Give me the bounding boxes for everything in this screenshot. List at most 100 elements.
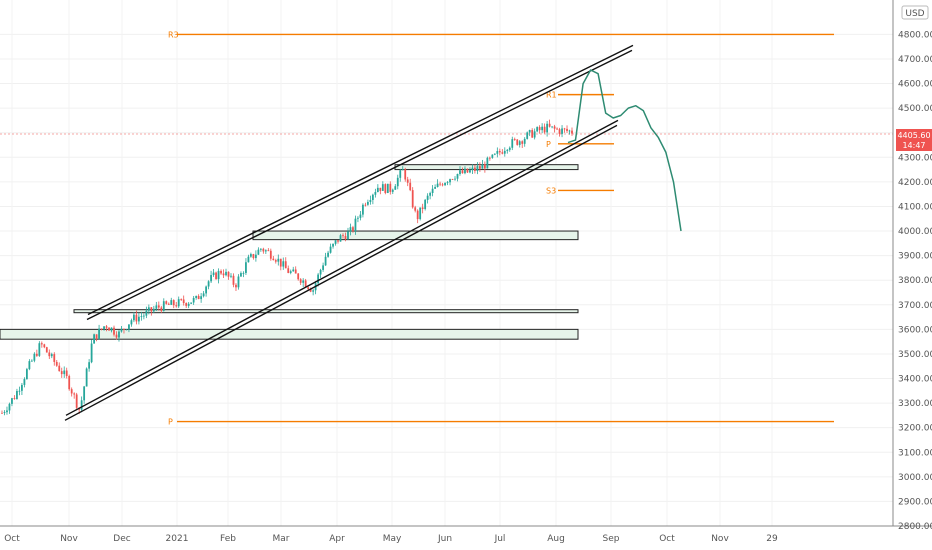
candle-body — [6, 410, 8, 413]
candle-body — [561, 128, 563, 134]
candle-body — [526, 132, 529, 139]
candle-body — [137, 316, 140, 322]
candle-body — [190, 302, 193, 304]
y-tick-label: 3100.00 — [898, 448, 932, 458]
candle-body — [319, 269, 322, 275]
candle-body — [83, 386, 86, 401]
candle-body — [125, 329, 128, 331]
x-tick-label: Nov — [711, 534, 729, 544]
candle-body — [409, 182, 412, 191]
candle-body — [541, 126, 544, 131]
candle-body — [461, 170, 464, 174]
candle-body — [235, 284, 237, 288]
candle-body — [30, 360, 33, 362]
candle-body — [63, 370, 66, 375]
candle-body — [332, 243, 334, 247]
candle-body — [292, 269, 295, 272]
candle-body — [105, 326, 108, 328]
candle-body — [25, 369, 28, 380]
zone-rect — [252, 230, 579, 241]
candle-body — [259, 248, 262, 250]
candle-body — [518, 141, 521, 145]
candle-body — [329, 246, 332, 253]
candle-body — [466, 168, 469, 173]
candle-body — [389, 183, 392, 192]
candle-body — [568, 130, 571, 132]
candle-body — [352, 227, 354, 232]
candle-body — [245, 262, 247, 273]
candle-body — [364, 204, 367, 206]
candle-body — [401, 169, 404, 171]
candle-body — [406, 179, 409, 183]
candle-body — [474, 167, 476, 171]
candle-body — [240, 273, 242, 277]
candle-body — [386, 183, 389, 193]
candle-body — [142, 315, 145, 317]
candle-body — [556, 128, 558, 130]
candle-body — [195, 295, 198, 298]
candle-body — [1, 412, 3, 414]
candle-body — [381, 184, 384, 191]
candle-body — [496, 151, 499, 154]
candle-body — [488, 157, 491, 159]
candle-body — [85, 368, 88, 387]
candle-body — [118, 331, 120, 338]
candle-body — [103, 326, 105, 330]
candle-body — [197, 295, 200, 300]
y-tick-label: 4600.00 — [898, 80, 932, 90]
candle-body — [8, 403, 11, 411]
candle-body — [165, 301, 168, 304]
candle-body — [366, 201, 369, 205]
candle-body — [359, 214, 362, 218]
candle-body — [411, 190, 414, 208]
candle-body — [252, 254, 255, 259]
candle-body — [53, 354, 56, 362]
x-axis-ticks: Oct Nov Dec 2021 Feb Mar Apr May Jun Jul Aug Sep Oct… — [4, 534, 778, 544]
candle-body — [553, 126, 556, 129]
candle-body — [297, 273, 300, 280]
candle-body — [220, 270, 222, 274]
candle-body — [479, 166, 481, 169]
candle-body — [254, 254, 257, 259]
candle-body — [68, 376, 71, 390]
candle-body — [33, 353, 36, 361]
candle-body — [289, 271, 292, 273]
candle-body — [439, 183, 441, 185]
x-tick-label: 29 — [766, 534, 778, 544]
candle-body — [90, 343, 93, 363]
candle-body — [513, 139, 516, 140]
candle-body — [232, 275, 235, 285]
level-label: P — [168, 418, 173, 427]
candle-body — [162, 301, 165, 311]
candle-body — [38, 343, 41, 356]
candle-body — [185, 303, 188, 306]
candle-body — [471, 167, 474, 171]
candle-body — [339, 235, 342, 242]
x-tick-label: Aug — [547, 534, 565, 544]
candle-body — [150, 307, 153, 312]
candle-body — [516, 139, 519, 145]
candle-body — [100, 328, 103, 330]
y-tick-label: 3300.00 — [898, 399, 932, 409]
candle-body — [493, 153, 496, 155]
candle-body — [384, 184, 387, 193]
candle-body — [424, 199, 427, 209]
candle-body — [307, 287, 310, 290]
candle-body — [304, 280, 307, 288]
currency-label: USD — [905, 9, 924, 19]
y-axis-ticks: 2800.00 2900.00 3000.00 3100.00 3200.00 3300.… — [898, 30, 932, 532]
candle-body — [18, 390, 21, 392]
candle-body — [441, 184, 444, 186]
candle-body — [429, 192, 432, 196]
x-tick-label: Mar — [273, 534, 290, 544]
candle-body — [16, 390, 18, 400]
candle-body — [192, 297, 195, 303]
candle-body — [172, 300, 175, 306]
candle-body — [247, 256, 250, 263]
candle-body — [222, 273, 225, 276]
candle-body — [421, 207, 424, 209]
candle-body — [272, 258, 275, 261]
candle-body — [257, 249, 260, 255]
candle-body — [40, 343, 43, 345]
